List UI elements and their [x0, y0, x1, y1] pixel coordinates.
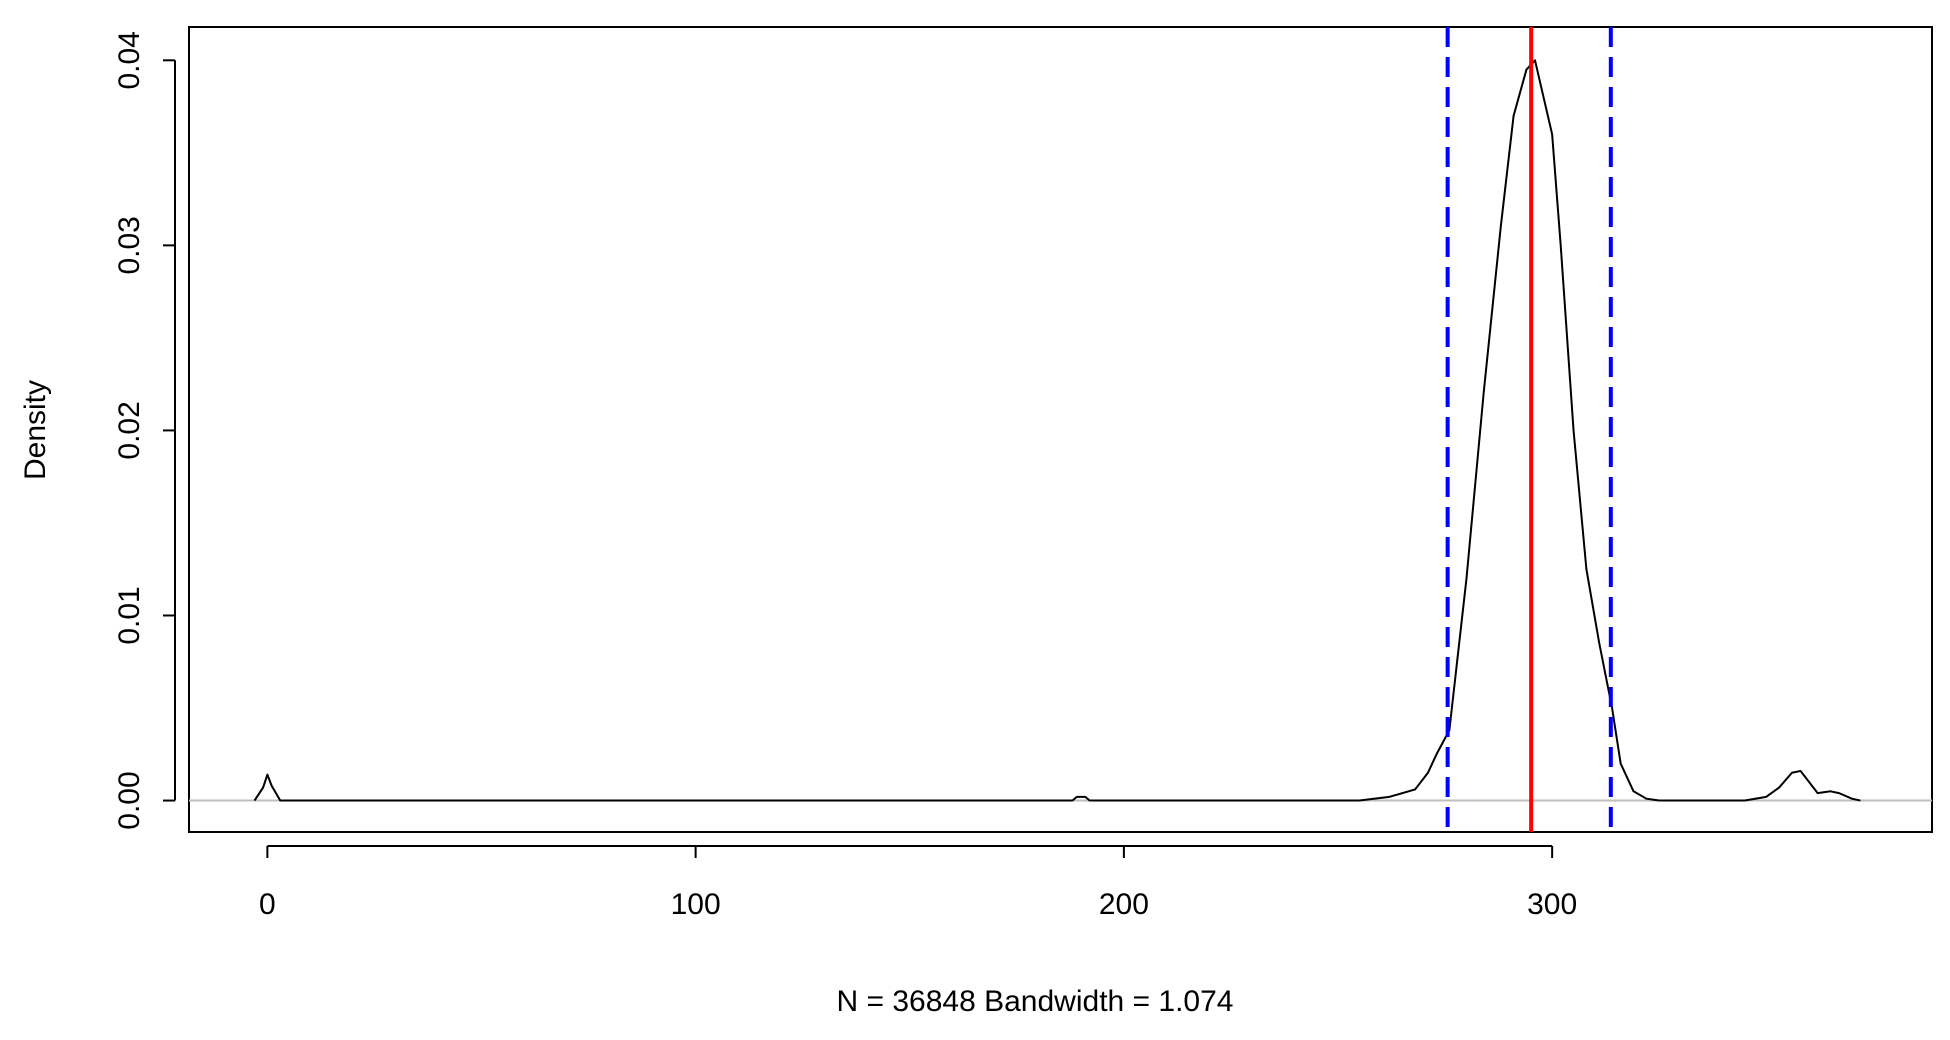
y-tick-label: 0.03	[113, 216, 146, 274]
x-tick-label: 300	[1527, 888, 1577, 921]
x-axis-label: N = 36848 Bandwidth = 1.074	[837, 985, 1234, 1018]
x-tick-label: 0	[259, 888, 276, 921]
y-tick-label: 0.02	[113, 401, 146, 459]
y-axis-label: Density	[19, 380, 52, 480]
y-tick-label: 0.01	[113, 586, 146, 644]
x-tick-label: 100	[671, 888, 721, 921]
x-tick-label: 200	[1099, 888, 1149, 921]
y-tick-label: 0.00	[113, 771, 146, 829]
plot-box	[188, 26, 1933, 833]
density-line	[253, 59, 1861, 802]
y-tick-label: 0.04	[113, 31, 146, 89]
